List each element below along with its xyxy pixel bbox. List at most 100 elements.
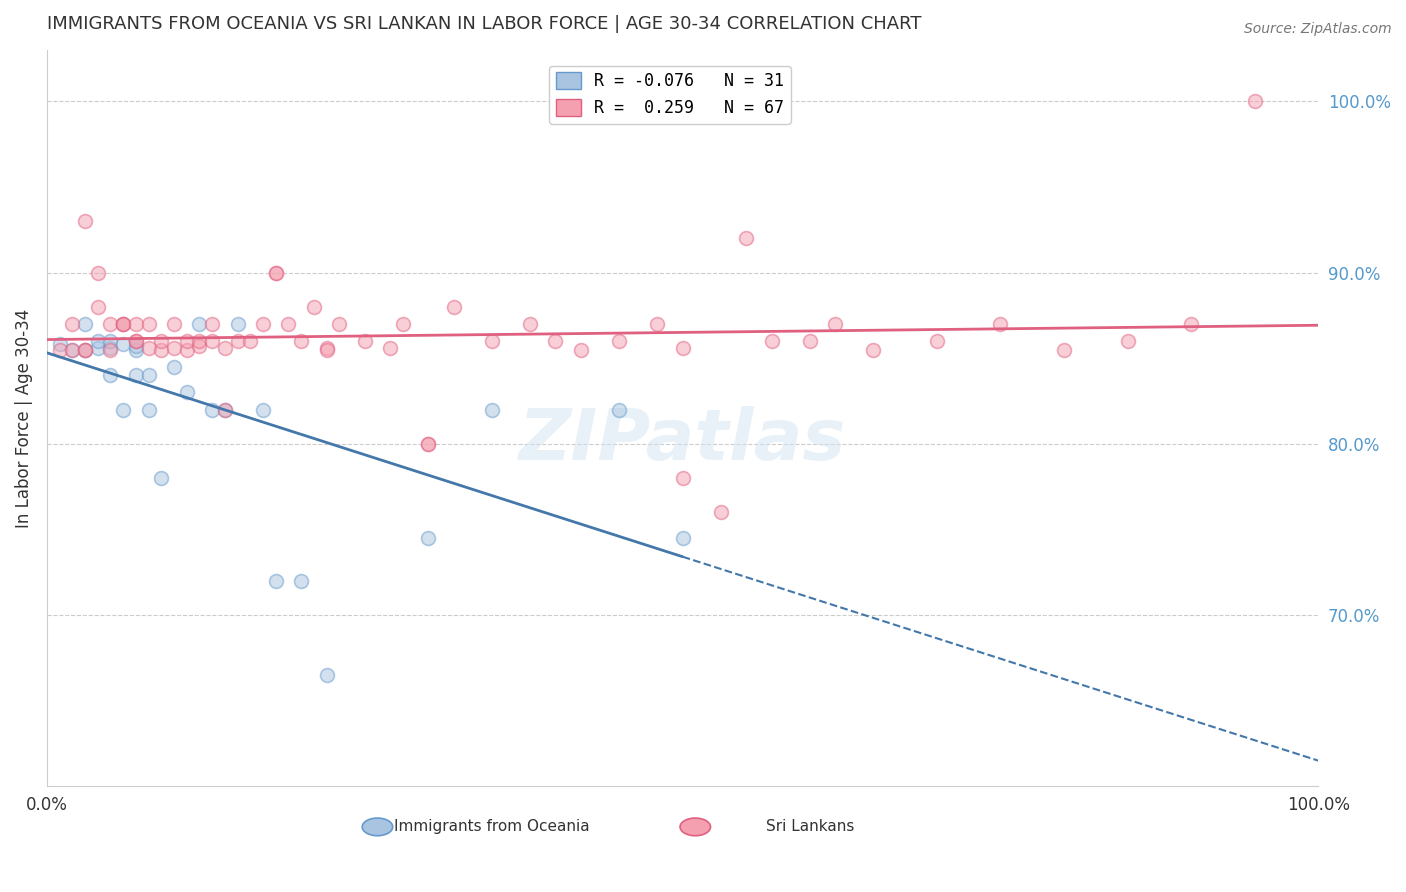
Point [73, 343, 96, 357]
Point [252, 402, 274, 417]
Point [112, 317, 135, 331]
Point [87, 300, 110, 314]
Point [328, 317, 350, 331]
Text: Immigrants from Oceania: Immigrants from Oceania [394, 819, 589, 834]
Point [214, 402, 236, 417]
Point [73, 317, 96, 331]
Point [671, 341, 693, 355]
Point [87, 266, 110, 280]
Point [201, 334, 224, 348]
Point [519, 317, 541, 331]
Point [392, 317, 415, 331]
Point [188, 334, 211, 348]
Point [481, 402, 503, 417]
Point [125, 343, 148, 357]
Point [125, 317, 148, 331]
Point [569, 343, 592, 357]
Point [163, 341, 186, 355]
Point [188, 317, 211, 331]
Point [1180, 317, 1202, 331]
Point [201, 317, 224, 331]
Point [125, 334, 148, 348]
Point [112, 317, 135, 331]
Point [277, 317, 299, 331]
Point [100, 368, 122, 383]
Point [378, 341, 401, 355]
Point [201, 402, 224, 417]
Point [138, 317, 160, 331]
Point [60, 343, 83, 357]
Point [188, 339, 211, 353]
Point [150, 343, 173, 357]
Point [226, 334, 249, 348]
Point [150, 471, 173, 485]
Point [163, 317, 186, 331]
Point [100, 341, 122, 355]
Point [48, 343, 70, 357]
Point [239, 334, 262, 348]
Point [112, 317, 135, 331]
Point [290, 334, 312, 348]
Point [163, 359, 186, 374]
Point [315, 668, 337, 682]
Point [125, 368, 148, 383]
Point [799, 334, 821, 348]
Legend: R = -0.076   N = 31, R =  0.259   N = 67: R = -0.076 N = 31, R = 0.259 N = 67 [548, 65, 790, 123]
Point [214, 402, 236, 417]
Point [544, 334, 567, 348]
Point [1116, 334, 1139, 348]
Text: Sri Lankans: Sri Lankans [765, 819, 853, 834]
Point [48, 337, 70, 351]
Point [315, 343, 337, 357]
Point [176, 334, 198, 348]
Point [264, 266, 287, 280]
Point [73, 214, 96, 228]
Point [125, 339, 148, 353]
Point [264, 574, 287, 588]
Point [138, 341, 160, 355]
Point [302, 300, 325, 314]
Point [353, 334, 375, 348]
Point [138, 368, 160, 383]
Point [112, 402, 135, 417]
Point [607, 334, 630, 348]
Text: IMMIGRANTS FROM OCEANIA VS SRI LANKAN IN LABOR FORCE | AGE 30-34 CORRELATION CHA: IMMIGRANTS FROM OCEANIA VS SRI LANKAN IN… [46, 15, 921, 33]
Point [290, 574, 312, 588]
Point [73, 343, 96, 357]
Point [862, 343, 884, 357]
Point [100, 334, 122, 348]
Point [1243, 94, 1265, 108]
Point [226, 317, 249, 331]
Point [87, 341, 110, 355]
Point [138, 402, 160, 417]
Point [252, 317, 274, 331]
Point [990, 317, 1012, 331]
Point [925, 334, 948, 348]
Point [735, 231, 758, 245]
Point [73, 343, 96, 357]
Point [824, 317, 846, 331]
Point [112, 337, 135, 351]
Point [418, 437, 440, 451]
Point [671, 471, 693, 485]
Point [418, 531, 440, 545]
Point [100, 317, 122, 331]
Point [150, 334, 173, 348]
Point [607, 402, 630, 417]
Point [443, 300, 465, 314]
Point [100, 343, 122, 357]
Point [761, 334, 783, 348]
Text: ZIPatlas: ZIPatlas [519, 406, 846, 475]
Point [264, 266, 287, 280]
Point [176, 343, 198, 357]
Point [214, 341, 236, 355]
Point [671, 531, 693, 545]
Point [125, 334, 148, 348]
Point [710, 505, 733, 519]
Circle shape [681, 818, 710, 836]
Circle shape [363, 818, 392, 836]
Point [60, 317, 83, 331]
Point [315, 341, 337, 355]
Point [176, 385, 198, 400]
Text: Source: ZipAtlas.com: Source: ZipAtlas.com [1244, 22, 1392, 37]
